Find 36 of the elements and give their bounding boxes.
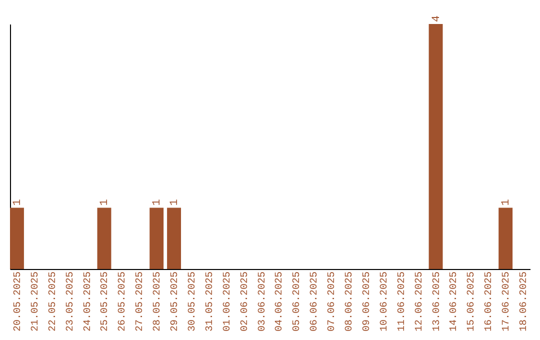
data-label: 1 <box>99 198 112 206</box>
x-tick-label: 03.06.2025 <box>257 272 268 332</box>
x-tick-label: 18.06.2025 <box>519 272 530 332</box>
x-tick-label: 08.06.2025 <box>344 272 356 332</box>
data-label: 1 <box>169 198 182 206</box>
x-tick-label: 21.05.2025 <box>30 272 42 332</box>
x-tick-label: 10.06.2025 <box>379 272 390 332</box>
data-label: 1 <box>12 198 24 206</box>
data-label: 1 <box>152 198 164 206</box>
x-tick-label: 17.06.2025 <box>502 272 513 332</box>
x-tick-label: 13.06.2025 <box>432 272 443 332</box>
x-tick-label: 07.06.2025 <box>327 272 338 332</box>
x-tick-label: 31.05.2025 <box>204 272 216 332</box>
x-tick-label: 29.05.2025 <box>170 272 182 332</box>
x-tick-label: 01.06.2025 <box>222 272 234 332</box>
x-tick-label: 30.05.2025 <box>187 272 198 332</box>
x-tick-label: 16.06.2025 <box>484 272 496 332</box>
data-label: 1 <box>500 198 513 206</box>
x-tick-label: 20.05.2025 <box>12 272 24 332</box>
x-tick-label: 24.05.2025 <box>82 272 94 332</box>
x-tick-label: 27.05.2025 <box>135 272 146 332</box>
x-tick-label: 22.05.2025 <box>48 272 59 332</box>
x-tick-label: 14.06.2025 <box>449 272 460 332</box>
x-tick-label: 06.06.2025 <box>310 272 321 332</box>
x-tick-label: 28.05.2025 <box>152 272 164 332</box>
x-tick-label: 15.06.2025 <box>466 272 478 332</box>
x-tick-label: 12.06.2025 <box>414 272 426 332</box>
x-tick-label: 09.06.2025 <box>362 272 373 332</box>
x-tick-label: 26.05.2025 <box>118 272 129 332</box>
x-tick-label: 25.05.2025 <box>100 272 112 332</box>
x-tick-label: 11.06.2025 <box>396 272 408 332</box>
x-tick-label: 02.06.2025 <box>240 272 251 332</box>
x-tick-label: 04.06.2025 <box>274 272 286 332</box>
x-tick-label: 05.06.2025 <box>292 272 304 332</box>
data-label: 4 <box>430 15 443 22</box>
x-tick-label: 23.05.2025 <box>65 272 76 332</box>
